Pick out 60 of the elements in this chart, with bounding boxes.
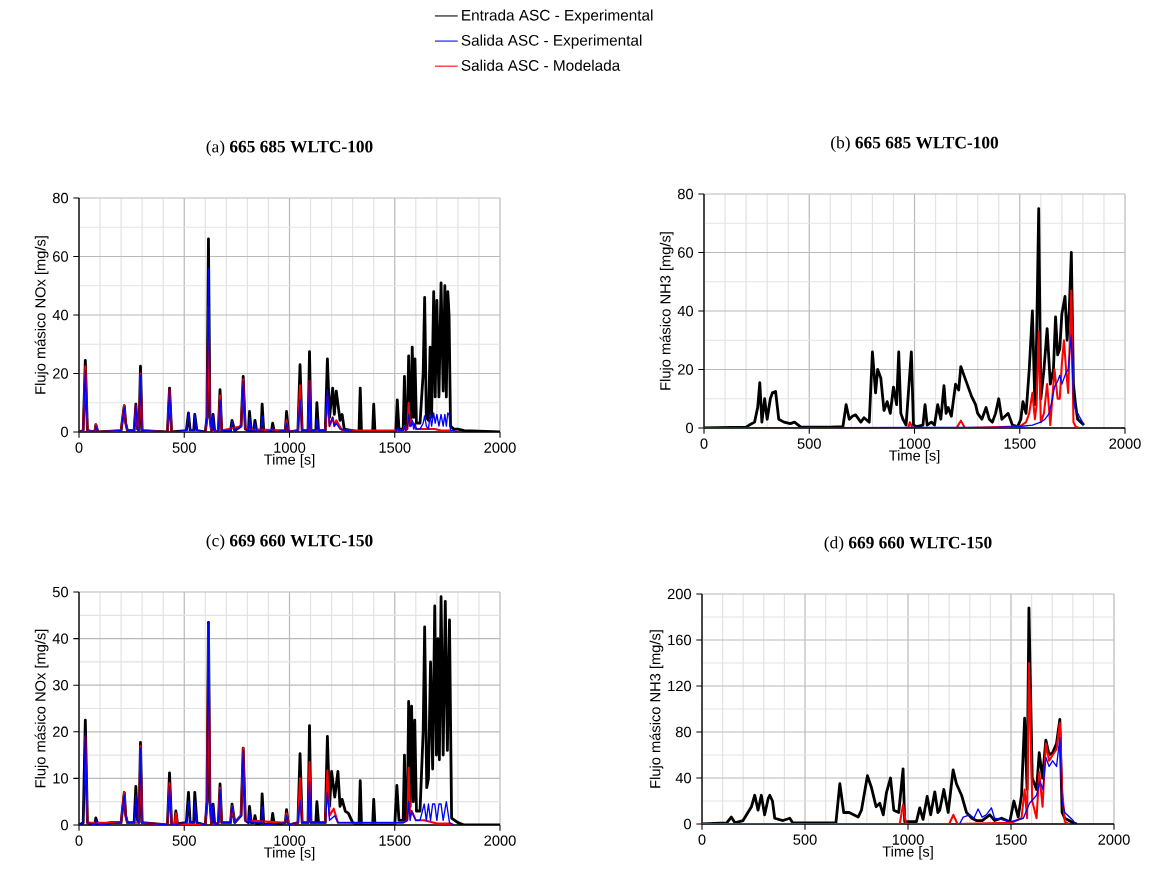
y-tick-label: 50 [52, 586, 69, 598]
y-tick-label: 30 [52, 680, 69, 691]
chart-title: (a) 665 685 WLTC-100 [206, 140, 373, 156]
x-tick-label: 500 [797, 438, 821, 449]
legend-label: Salida ASC - Modelada [461, 59, 621, 71]
x-tick-label: 500 [172, 835, 196, 846]
line-series [958, 737, 1076, 824]
y-tick-label: 80 [677, 188, 694, 200]
x-tick-label: 2000 [1109, 438, 1141, 449]
y-tick-label: 20 [678, 364, 694, 375]
y-tick-label: 40 [677, 305, 694, 317]
x-tick-label: 2000 [1098, 834, 1130, 845]
y-tick-label: 0 [61, 819, 69, 831]
x-axis-title: Time [s] [264, 846, 315, 861]
y-tick-label: 40 [52, 633, 69, 644]
x-tick-label: 500 [172, 442, 196, 453]
y-tick-label: 80 [52, 192, 69, 204]
x-tick-label: 1000 [274, 835, 306, 846]
x-tick-label: 1500 [379, 835, 411, 846]
y-tick-label: 160 [668, 634, 692, 646]
chart-title: (d) 669 660 WLTC-150 [824, 536, 992, 552]
y-axis-title: Flujo másico NOx [mg/s] [34, 629, 49, 788]
y-tick-label: 40 [52, 309, 69, 321]
y-tick-label: 120 [668, 680, 692, 692]
x-tick-label: 2000 [484, 835, 516, 846]
y-tick-label: 10 [53, 773, 69, 784]
x-tick-label: 0 [700, 438, 708, 449]
line-series [702, 661, 1070, 824]
y-tick-label: 60 [678, 247, 694, 258]
x-tick-label: 1000 [899, 438, 931, 449]
x-axis-title: Time [s] [889, 449, 940, 464]
x-axis-title: Time [s] [882, 845, 933, 860]
x-tick-label: 1500 [1004, 438, 1036, 449]
y-tick-label: 60 [53, 251, 69, 262]
y-axis-title: Flujo másico NOx [mg/s] [34, 236, 49, 394]
chart-title: (b) 665 685 WLTC-100 [831, 136, 999, 152]
x-tick-label: 1500 [995, 834, 1027, 845]
y-tick-label: 80 [675, 726, 692, 738]
legend-label: Entrada ASC - Experimental [462, 9, 653, 24]
y-axis-title: Flujo másico NH3 [mg/s] [649, 630, 664, 788]
x-tick-label: 1000 [892, 834, 924, 845]
x-axis-title: Time [s] [264, 453, 315, 468]
x-tick-label: 1500 [379, 442, 411, 453]
y-tick-label: 0 [684, 818, 692, 830]
y-tick-label: 0 [686, 422, 694, 434]
x-tick-label: 1000 [274, 442, 306, 453]
x-tick-label: 0 [698, 834, 706, 845]
x-tick-label: 0 [75, 835, 83, 846]
y-tick-label: 0 [61, 426, 69, 438]
legend-label: Salida ASC - Experimental [461, 34, 642, 49]
chart-title: (c) 669 660 WLTC-150 [206, 534, 373, 550]
y-tick-label: 20 [53, 368, 69, 379]
y-axis-title: Flujo másico NH3 [mg/s] [659, 232, 674, 390]
x-tick-label: 2000 [484, 442, 516, 453]
x-tick-label: 500 [793, 834, 817, 845]
line-series [79, 267, 459, 432]
y-tick-label: 20 [53, 726, 69, 737]
y-tick-label: 200 [667, 588, 692, 600]
y-tick-label: 40 [675, 772, 692, 784]
x-tick-label: 0 [75, 442, 83, 453]
